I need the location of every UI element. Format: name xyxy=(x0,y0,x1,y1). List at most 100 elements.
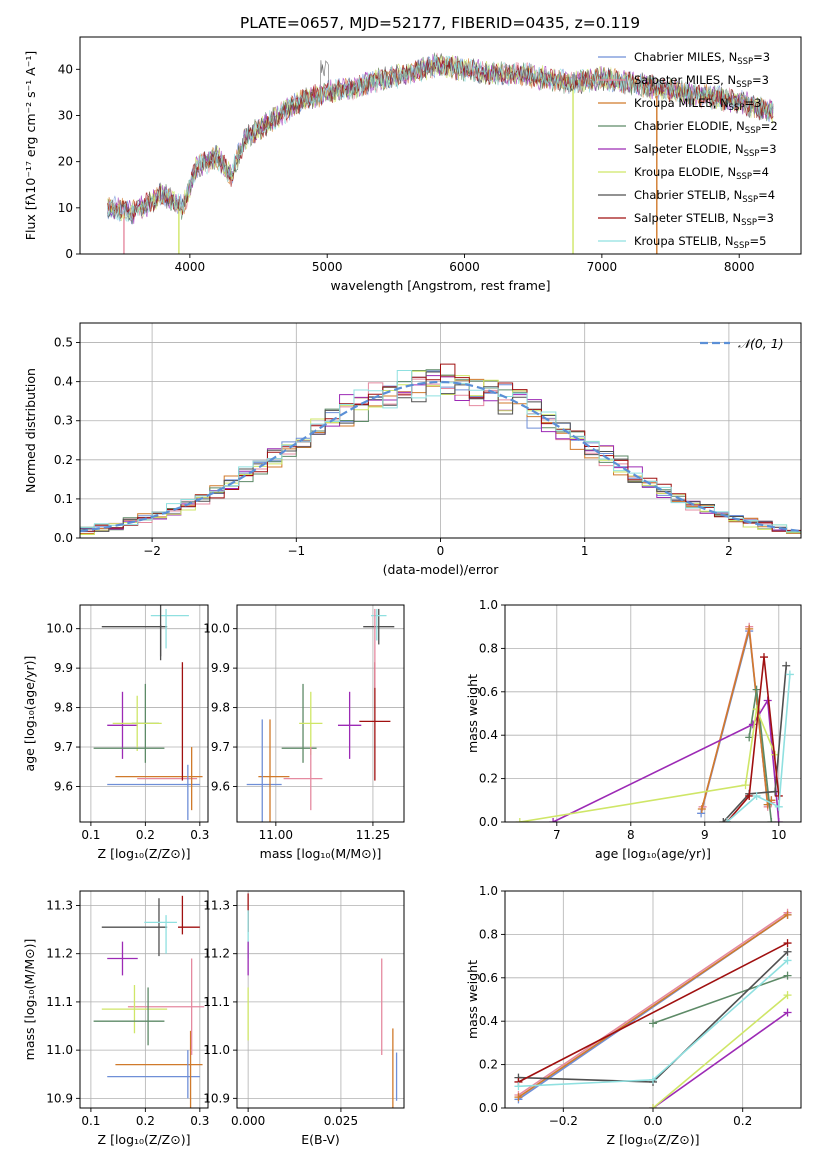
x-tick-label: 0.1 xyxy=(81,1114,100,1128)
legend-subscript: SSP xyxy=(736,80,752,90)
x-tick-label: 0.3 xyxy=(190,828,209,842)
weight-line-7 xyxy=(726,657,780,822)
legend-entry: Salpeter ELODIE, NSSP=3 xyxy=(634,142,777,159)
axes-frame xyxy=(504,890,802,1109)
y-tick-label: 10.9 xyxy=(46,1091,73,1105)
x-tick-label: −2 xyxy=(143,544,161,558)
y-axis-label: mass weight xyxy=(465,960,480,1039)
y-axis-label: mass weight xyxy=(465,674,480,753)
weight-marker xyxy=(783,947,792,956)
y-tick-label: 0.3 xyxy=(54,414,73,428)
legend-entry: 𝒩(0, 1) xyxy=(738,336,784,351)
plot-area xyxy=(246,608,395,822)
axes-frame xyxy=(79,322,802,539)
y-tick-label: 11.2 xyxy=(46,947,73,961)
weight-marker xyxy=(752,685,761,694)
weight-marker xyxy=(767,818,776,822)
weight-marker xyxy=(783,939,792,948)
y-tick-label: 9.9 xyxy=(211,661,230,675)
histogram-kroupa_stelib xyxy=(80,369,801,538)
x-tick-label: 6000 xyxy=(449,260,480,274)
weight-line-5 xyxy=(652,994,789,1108)
weight-line-6 xyxy=(722,665,787,822)
y-tick-label: 10.0 xyxy=(203,622,230,636)
panel-age_vs_mass: 11.00 11.25 9.6 9.7 9.8 9.9 10.0 mass [log₁₀(M/… xyxy=(203,604,405,861)
weight-marker xyxy=(719,818,728,822)
x-tick-label: 11.00 xyxy=(259,828,293,842)
plot-area xyxy=(247,893,398,1108)
weight-marker xyxy=(783,991,792,1000)
x-axis-label: Z [log₁₀(Z/Z⊙)] xyxy=(607,1132,700,1147)
x-tick-label: 1 xyxy=(581,544,589,558)
panel-mass_vs_z: 0.1 0.2 0.3 10.9 11.0 11.1 11.2 11.3 Z [log₁₀(Z/… xyxy=(22,890,209,1147)
weight-line-7 xyxy=(518,942,788,1083)
weight-marker xyxy=(783,1008,792,1017)
legend-entry: Chabrier ELODIE, NSSP=2 xyxy=(634,119,778,136)
x-tick-label: 0.2 xyxy=(136,1114,155,1128)
panels: 4000 5000 6000 7000 8000010203040wavelength … xyxy=(22,36,802,1147)
weight-marker xyxy=(752,705,761,714)
legend-subscript: SSP xyxy=(736,172,752,182)
legend-subscript: SSP xyxy=(734,241,750,251)
plot-area xyxy=(93,605,203,821)
y-tick-label: 9.7 xyxy=(54,740,73,754)
weight-marker xyxy=(774,818,783,822)
weight-marker xyxy=(783,910,792,919)
legend-subscript: SSP xyxy=(745,126,761,136)
weight-marker xyxy=(649,1075,657,1084)
x-axis-label: age [log₁₀(age/yr)] xyxy=(595,846,711,861)
y-tick-label: 11.0 xyxy=(203,1043,230,1057)
y-tick-label: 0.0 xyxy=(479,1101,498,1115)
y-tick-label: 0.0 xyxy=(479,815,498,829)
legend-subscript: SSP xyxy=(741,218,757,228)
y-tick-label: 0.6 xyxy=(479,685,498,699)
y-tick-label: 0.2 xyxy=(479,772,498,786)
legend-nssp: =3 xyxy=(753,50,770,64)
y-tick-label: 10.0 xyxy=(46,622,73,636)
y-tick-label: 11.3 xyxy=(46,898,73,912)
x-axis-label: E(B-V) xyxy=(301,1132,340,1147)
y-tick-label: 40 xyxy=(58,62,73,76)
weight-marker xyxy=(748,720,757,729)
legend-nssp: =3 xyxy=(744,96,761,110)
weight-marker xyxy=(745,624,754,633)
axes-frame xyxy=(79,890,209,1109)
weight-marker xyxy=(514,1082,523,1091)
x-tick-label: −0.2 xyxy=(549,1114,578,1128)
weight-line-3 xyxy=(652,974,788,1025)
y-tick-label: 11.1 xyxy=(46,995,73,1009)
y-tick-label: 11.1 xyxy=(203,995,230,1009)
y-tick-label: 0.4 xyxy=(479,728,498,742)
legend-subscript: SSP xyxy=(744,149,760,159)
legend-entry: Kroupa STELIB, NSSP=5 xyxy=(634,234,766,251)
plot-area xyxy=(80,363,801,538)
y-tick-label: 10 xyxy=(58,201,73,215)
x-axis-label: Z [log₁₀(Z/Z⊙)] xyxy=(98,1132,191,1147)
x-tick-label: 0.025 xyxy=(324,1114,358,1128)
y-tick-label: 9.7 xyxy=(211,740,230,754)
y-tick-label: 0.5 xyxy=(54,336,73,350)
y-tick-label: 0.8 xyxy=(479,927,498,941)
plot-area xyxy=(514,908,792,1108)
spectrum-line-6 xyxy=(107,52,774,225)
weight-marker xyxy=(697,809,706,818)
spectrum-line-5 xyxy=(107,54,774,222)
x-tick-label: 0.2 xyxy=(136,828,155,842)
y-tick-label: 10.9 xyxy=(203,1091,230,1105)
x-tick-label: 9 xyxy=(701,828,709,842)
y-tick-label: 0.2 xyxy=(54,453,73,467)
legend-nssp: =5 xyxy=(749,234,766,248)
figure-title: PLATE=0657, MJD=52177, FIBERID=0435, z=0… xyxy=(240,14,640,32)
y-tick-label: 9.6 xyxy=(211,779,230,793)
x-tick-label: 2 xyxy=(725,544,733,558)
weight-marker xyxy=(783,956,792,965)
y-axis-label: Flux [fλ10⁻¹⁷ erg cm⁻² s⁻¹ A⁻¹] xyxy=(23,51,38,240)
weight-marker xyxy=(745,791,754,800)
legend-entry: Kroupa ELODIE, NSSP=4 xyxy=(634,165,769,182)
panel-spectrum: 4000 5000 6000 7000 8000 0 10 20 30 40 wavelength … xyxy=(23,36,802,293)
legend-entry: Salpeter STELIB, NSSP=3 xyxy=(634,211,774,228)
y-tick-label: 20 xyxy=(58,155,73,169)
x-tick-label: 7000 xyxy=(587,260,618,274)
x-tick-label: 11.25 xyxy=(356,828,390,842)
plot-area xyxy=(93,895,205,1108)
